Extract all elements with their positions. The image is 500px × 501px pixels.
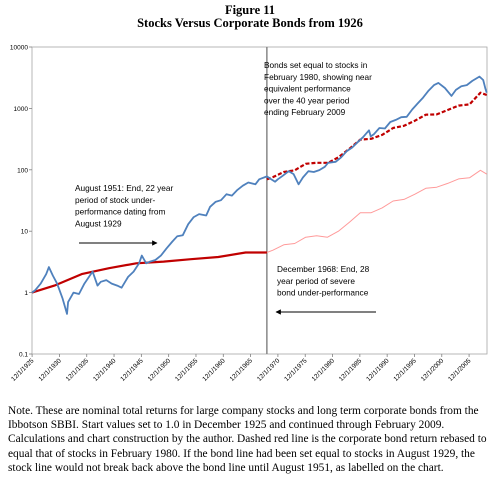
y-tick-label: 100: [17, 167, 28, 174]
x-tick-label: 12/1/1990: [365, 357, 391, 383]
annotation-aug-1951: August 1951: End, 22 year period of stock…: [75, 183, 173, 228]
series-bonds-after-1968: [266, 169, 487, 253]
x-tick-label: 12/1/1960: [201, 357, 227, 383]
x-tick-label: 12/1/2005: [447, 357, 473, 383]
annotation-line: year period of severe: [277, 276, 355, 286]
series-bonds-rebased: [266, 91, 488, 181]
y-tick-label: 10: [21, 229, 29, 236]
chart-series: [31, 75, 488, 315]
annotation-line: August 1929: [75, 218, 122, 228]
x-tick-label: 12/1/1945: [119, 357, 145, 383]
x-tick-label: 12/1/1935: [65, 357, 91, 383]
y-tick-label: 10000: [10, 45, 28, 52]
annotation-line: ending February 2009: [264, 107, 346, 117]
annotation-line: period of stock under-: [75, 195, 155, 205]
annotation-bonds-set-equal: Bonds set equal to stocks in February 198…: [264, 60, 372, 117]
chart-annotations: Bonds set equal to stocks in February 198…: [75, 60, 376, 315]
y-tick-label: 0.1: [19, 352, 28, 359]
y-tick-label: 1: [24, 290, 28, 297]
annotation-line: bond under-performance: [277, 288, 369, 298]
x-tick-label: 12/1/1950: [147, 357, 173, 383]
figure-title: Stocks Versus Corporate Bonds from 1926: [137, 16, 363, 30]
annotation-line: over the 40 year period: [264, 95, 350, 105]
x-tick-label: 12/1/1955: [174, 357, 200, 383]
x-tick-label: 12/1/1970: [256, 357, 282, 383]
figure-number: Figure 11: [224, 3, 276, 17]
annotation-line: equivalent performance: [264, 84, 351, 94]
x-tick-label: 12/1/1985: [338, 357, 364, 383]
annotation-line: Bonds set equal to stocks in: [264, 60, 368, 70]
series-stocks: [31, 75, 488, 315]
x-tick-label: 12/1/1995: [392, 357, 418, 383]
annotation-line: February 1980, showing near: [264, 72, 372, 82]
annotation-line: December 1968: End, 28: [277, 264, 370, 274]
annotation-line: August 1951: End, 22 year: [75, 183, 173, 193]
annotation-dec-1968: December 1968: End, 28 year period of sev…: [277, 264, 370, 298]
figure-note: Note. These are nominal total returns fo…: [8, 405, 487, 474]
x-tick-label: 12/1/1980: [311, 357, 337, 383]
annotation-line: performance dating from: [75, 207, 165, 217]
plot-area: [31, 46, 488, 355]
x-tick-label: 12/1/1965: [229, 357, 255, 383]
x-tick-label: 12/1/1940: [92, 357, 118, 383]
x-tick-label: 12/1/2000: [420, 357, 446, 383]
x-tick-label: 12/1/1930: [37, 357, 63, 383]
series-bonds: [31, 251, 267, 294]
x-tick-label: 12/1/1975: [283, 357, 309, 383]
x-tick-label: 12/1/1925: [10, 357, 36, 383]
y-tick-label: 1000: [14, 106, 29, 113]
